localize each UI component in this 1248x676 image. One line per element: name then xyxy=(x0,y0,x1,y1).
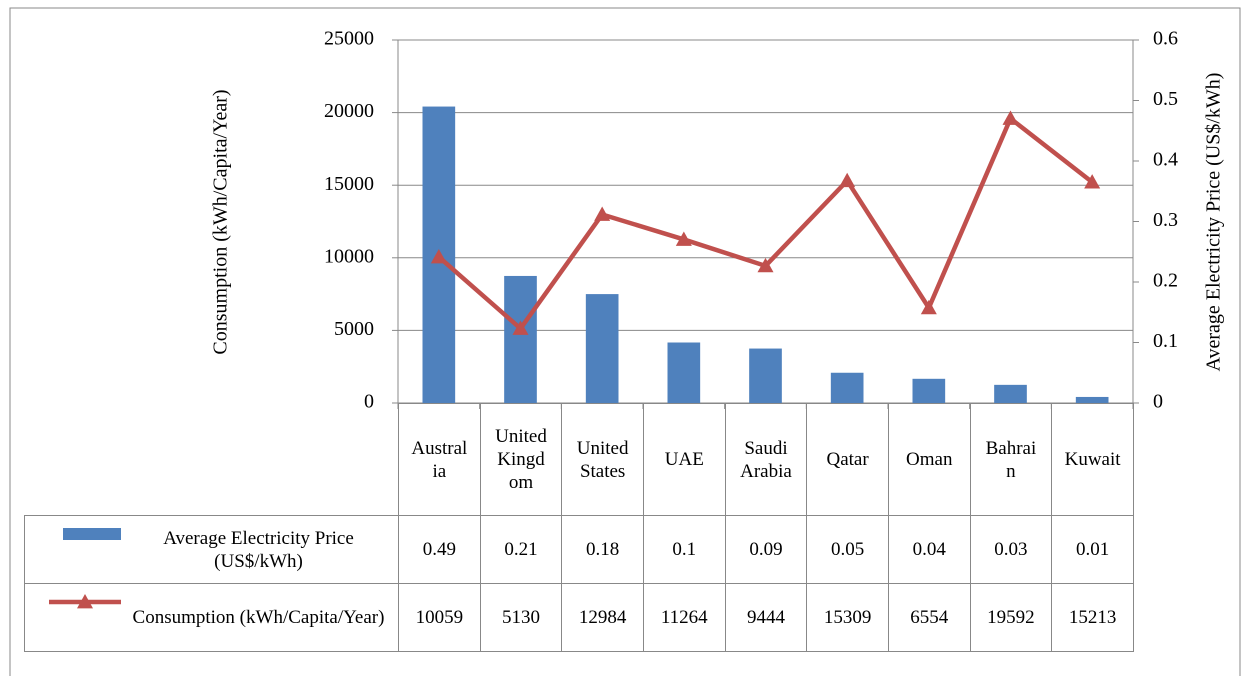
category-label: Oman xyxy=(887,403,971,516)
y-tick-label: 20000 xyxy=(324,100,374,122)
legend-cell: Consumption (kWh/Capita/Year) xyxy=(24,583,399,652)
category-label: UAE xyxy=(642,403,726,516)
y-axis-title: Consumption (kWh/Capita/Year) xyxy=(210,89,232,354)
legend-swatch xyxy=(63,528,121,540)
y2-tick-label: 0.5 xyxy=(1153,88,1178,110)
legend-key xyxy=(63,528,121,540)
data-table: Australia United Kingdom United States UAE S… xyxy=(24,403,1134,652)
marker xyxy=(675,231,692,246)
legend-marker xyxy=(77,594,93,609)
y-tick-label: 5000 xyxy=(334,318,374,340)
marker xyxy=(757,257,774,273)
table-value: 0.04 xyxy=(887,515,971,584)
y-tick-label: 15000 xyxy=(324,173,374,195)
table-value: 12984 xyxy=(561,583,644,652)
category-label: Saudi Arabia xyxy=(724,403,808,516)
y-tick-label: 25000 xyxy=(324,28,374,50)
marker xyxy=(1084,174,1101,189)
y2-tick-label: 0.3 xyxy=(1153,209,1178,231)
category-label: Bahrain xyxy=(969,403,1053,516)
legend-cell: Average Electricity Price (US$/kWh) xyxy=(24,515,399,584)
table-value: 0.03 xyxy=(969,515,1053,584)
table-value: 9444 xyxy=(724,583,808,652)
category-label: Qatar xyxy=(806,403,889,516)
bar xyxy=(994,384,1027,403)
bar xyxy=(749,348,782,403)
table-value: 19592 xyxy=(969,583,1053,652)
marker xyxy=(839,172,856,188)
bar xyxy=(912,378,946,403)
series-row: Consumption (kWh/Capita/Year) 10059 5130 12… xyxy=(24,583,1134,652)
table-value: 10059 xyxy=(398,583,481,652)
category-label: Australia xyxy=(398,403,481,516)
y2-axis-title: Average Electricity Price (US$/kWh) xyxy=(1203,73,1225,372)
y2-tick-label: 0.2 xyxy=(1153,270,1178,292)
category-label: United States xyxy=(561,403,644,516)
table-value: 15213 xyxy=(1051,583,1134,652)
series-row: Average Electricity Price (US$/kWh) 0.49 0… xyxy=(24,515,1134,584)
category-label: United Kingdom xyxy=(479,403,563,516)
table-value: 0.18 xyxy=(561,515,644,584)
blank-cell xyxy=(25,404,399,516)
y2-tick-label: 0 xyxy=(1153,391,1163,413)
y-tick-label: 0 xyxy=(364,391,374,413)
marker xyxy=(430,248,447,264)
table-value: 0.09 xyxy=(724,515,808,584)
table-value: 11264 xyxy=(642,583,726,652)
bar xyxy=(585,294,619,403)
y2-tick-label: 0.6 xyxy=(1153,28,1178,50)
legend-label: Average Electricity Price (US$/kWh) xyxy=(163,527,354,572)
y2-tick-label: 0.1 xyxy=(1153,330,1178,352)
bar xyxy=(1075,396,1109,403)
category-row: Australia United Kingdom United States UAE S… xyxy=(25,403,1134,516)
table-value: 0.21 xyxy=(479,515,563,584)
category-label: Kuwait xyxy=(1051,403,1134,516)
table-value: 6554 xyxy=(887,583,971,652)
marker xyxy=(594,206,611,221)
chart-border xyxy=(9,7,1241,676)
bar xyxy=(504,275,537,403)
table-value: 0.05 xyxy=(806,515,889,584)
table-value: 0.49 xyxy=(398,515,481,584)
legend-key xyxy=(49,594,121,609)
table-value: 15309 xyxy=(806,583,889,652)
table-value: 5130 xyxy=(479,583,563,652)
table-value: 0.1 xyxy=(642,515,726,584)
bar xyxy=(667,342,701,403)
marker xyxy=(1002,110,1019,125)
bar xyxy=(830,372,864,403)
legend-label: Consumption (kWh/Capita/Year) xyxy=(132,607,385,628)
marker xyxy=(512,320,529,335)
y-tick-label: 10000 xyxy=(324,245,374,267)
y2-tick-label: 0.4 xyxy=(1153,149,1178,171)
table-value: 0.01 xyxy=(1051,515,1134,584)
marker xyxy=(920,299,937,315)
